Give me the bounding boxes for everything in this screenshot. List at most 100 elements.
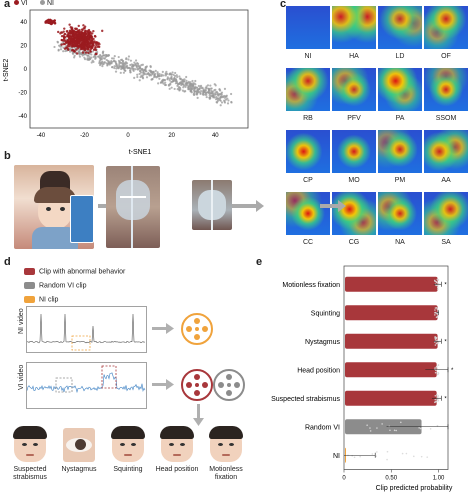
- tsne-x-tick-label: 40: [212, 133, 219, 139]
- bar-clip-dot: [437, 399, 440, 402]
- ni-point: [175, 80, 178, 83]
- bar-clip-dot: [434, 311, 436, 314]
- bar-clip-dot: [375, 455, 377, 457]
- vi-point: [71, 30, 74, 33]
- heatmap-label: SSOM: [435, 115, 457, 122]
- ni-point: [92, 60, 95, 63]
- vi-video-signal: [26, 362, 147, 409]
- ni-point: [202, 88, 205, 91]
- ni-point: [194, 85, 197, 89]
- bar-clip-dot: [434, 394, 437, 397]
- ni-point: [144, 66, 148, 69]
- vi-arrow-shaft: [152, 383, 166, 386]
- tsne-x-axis-label: t-SNE1: [129, 149, 152, 156]
- ni-point: [146, 72, 150, 75]
- vi-reel-icons: [181, 369, 245, 401]
- bar-category-label: Nystagmus: [305, 339, 341, 346]
- vi-point: [83, 33, 87, 37]
- ni-point: [107, 54, 110, 57]
- bar-clip-dot: [434, 339, 437, 341]
- vi-point: [63, 35, 66, 39]
- ni-point: [190, 91, 193, 94]
- ni-point: [139, 70, 142, 73]
- bar-significance-marker: *: [444, 396, 447, 402]
- face-crop: [192, 180, 232, 230]
- vi-point: [69, 25, 72, 29]
- ni-point: [223, 99, 226, 102]
- ni-point: [122, 71, 125, 74]
- behavior-illustration: [160, 426, 194, 462]
- crop-divider: [211, 180, 213, 230]
- vi-point: [82, 36, 85, 39]
- ni-point: [158, 73, 161, 76]
- clip-legend-item: NI clip: [24, 296, 58, 303]
- ni-point: [170, 77, 173, 80]
- ni-point: [227, 99, 230, 102]
- ni-point: [132, 69, 135, 72]
- ni-point: [87, 54, 90, 57]
- bar-chart-body: * Motionless fixation Squinting * Nystagmus *…: [271, 265, 454, 482]
- behavior-illustration: [111, 426, 145, 462]
- ni-point: [135, 65, 138, 69]
- ni-point: [123, 68, 126, 71]
- vi-arrow: [152, 379, 174, 390]
- ni-point: [189, 81, 192, 84]
- bar-clip-dot: [436, 424, 439, 427]
- ni-point: [115, 64, 118, 68]
- bar-clip-dot: [437, 373, 439, 376]
- heatmap-label: NA: [395, 239, 405, 246]
- bar-category-label: Head position: [297, 367, 340, 374]
- ni-point: [149, 65, 152, 68]
- vi-point: [67, 42, 71, 46]
- ni-point: [216, 91, 219, 95]
- face-right-eye: [131, 443, 136, 446]
- ni-point: [120, 58, 124, 61]
- ni-point: [101, 60, 104, 63]
- ni-arrow: [152, 323, 174, 334]
- vi-point: [62, 30, 65, 33]
- heatmap-na: [378, 192, 422, 235]
- behavior-illustration: [209, 426, 243, 462]
- bar-clip-dot: [435, 337, 438, 340]
- bar-clip-dot: [435, 366, 438, 368]
- ni-point: [134, 62, 137, 65]
- bar-clip-dot: [376, 451, 378, 453]
- ni-point: [184, 90, 187, 93]
- tsne-x-tick-label: -20: [80, 133, 89, 139]
- ni-point: [161, 80, 164, 83]
- heatmap-label: PFV: [347, 115, 361, 122]
- ni-point: [209, 94, 213, 98]
- ni-point: [196, 96, 199, 100]
- ni-point: [156, 72, 159, 75]
- ni-point: [161, 70, 164, 73]
- vi-point: [80, 28, 84, 31]
- ni-point: [145, 70, 148, 73]
- face-right-eye: [229, 443, 234, 446]
- vi-point: [83, 39, 86, 42]
- vi-point: [82, 24, 85, 27]
- ni-point: [169, 83, 172, 86]
- bar-chart-x-axis-label: Clip predicted probability: [376, 485, 453, 492]
- behavior-label: Nystagmus: [61, 466, 97, 473]
- ni-point: [223, 101, 227, 104]
- legend-vi: VI: [14, 0, 28, 7]
- child-left-eye: [46, 207, 51, 211]
- bar-clip-dot: [436, 308, 439, 311]
- vi-signal-frame: [26, 362, 147, 409]
- panel-letter-b: b: [4, 150, 11, 162]
- bar-clip-dot: [434, 307, 437, 309]
- random-reel-icon: [213, 369, 245, 401]
- bar-clip-dot: [389, 429, 391, 432]
- ni-point: [59, 45, 62, 48]
- bar-clip-dot: [434, 314, 436, 316]
- ni-point: [68, 50, 72, 53]
- vi-point: [65, 41, 68, 44]
- vi-point: [87, 51, 90, 55]
- tsne-scatter-plot: -40 -20 0 20 40 40 20 0 -20 -40 t-SNE1 t-SNE2: [3, 9, 249, 156]
- heatmap-label: PM: [394, 177, 406, 184]
- vi-point: [69, 32, 72, 35]
- ni-point: [156, 74, 160, 77]
- heatmap-cg: [332, 192, 376, 235]
- adult-hair: [40, 171, 70, 191]
- heatmap-pa: [378, 68, 422, 111]
